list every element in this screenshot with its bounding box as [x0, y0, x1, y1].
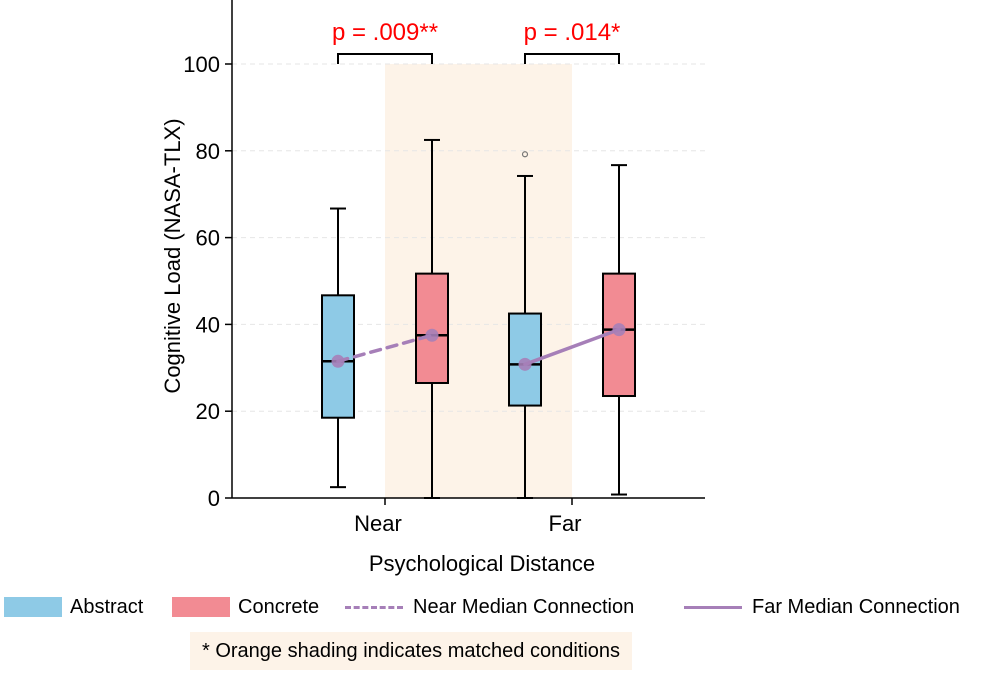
significance-brackets: p = .009** p = .014*	[332, 19, 620, 64]
dashed-line-swatch	[345, 605, 403, 609]
far-significance-bracket	[524, 53, 620, 64]
near-abstract-median-point	[331, 354, 345, 368]
median-connections	[331, 323, 626, 371]
legend-item-concrete: Concrete	[172, 590, 319, 624]
y-axis-title: Cognitive Load (NASA-TLX)	[160, 118, 185, 393]
near-median-connection	[336, 333, 434, 364]
x-tick-label-near: Near	[354, 511, 402, 536]
concrete-swatch	[172, 597, 230, 617]
gridlines	[232, 63, 705, 412]
legend-label-concrete: Concrete	[238, 595, 320, 618]
y-tick-label-60: 60	[196, 226, 220, 251]
legend-item-near-connection: Near Median Connection	[345, 590, 634, 624]
far-p-value-label: p = .014*	[524, 19, 621, 46]
abstract-far-outlier-0	[521, 151, 529, 158]
far-median-connection	[523, 327, 621, 367]
box-plot-chart: p = .009** p = .014* 0 20 40 60 80 100 Near Far…	[160, 0, 705, 576]
abstract-swatch	[4, 597, 62, 617]
matched-condition-shading	[385, 64, 572, 498]
legend-label-abstract: Abstract	[70, 595, 144, 618]
far-concrete-median-point	[612, 323, 626, 337]
concrete-near-box	[415, 272, 449, 384]
legend-label-near-connection: Near Median Connection	[413, 595, 635, 618]
far-abstract-median-point	[518, 357, 532, 371]
y-tick-label-40: 40	[196, 312, 220, 337]
shading-note: * Orange shading indicates matched condi…	[190, 632, 633, 670]
near-concrete-median-point	[425, 328, 439, 342]
near-significance-bracket	[337, 53, 433, 64]
x-axis-title: Psychological Distance	[369, 551, 595, 576]
solid-line-swatch	[684, 605, 742, 609]
y-tick-label-100: 100	[183, 52, 220, 77]
y-axis-ticks: 0 20 40 60 80 100	[183, 52, 232, 511]
x-tick-label-far: Far	[549, 511, 582, 536]
legend-item-abstract: Abstract	[4, 590, 143, 624]
legend-item-far-connection: Far Median Connection	[684, 590, 960, 624]
y-tick-label-80: 80	[196, 139, 220, 164]
legend-label-far-connection: Far Median Connection	[752, 595, 960, 618]
x-axis-ticks: Near Far	[354, 498, 582, 536]
legend: Abstract Concrete Near Median Connection…	[0, 590, 997, 624]
near-p-value-label: p = .009**	[332, 19, 438, 46]
y-tick-label-20: 20	[196, 399, 220, 424]
y-tick-label-0: 0	[208, 486, 220, 511]
